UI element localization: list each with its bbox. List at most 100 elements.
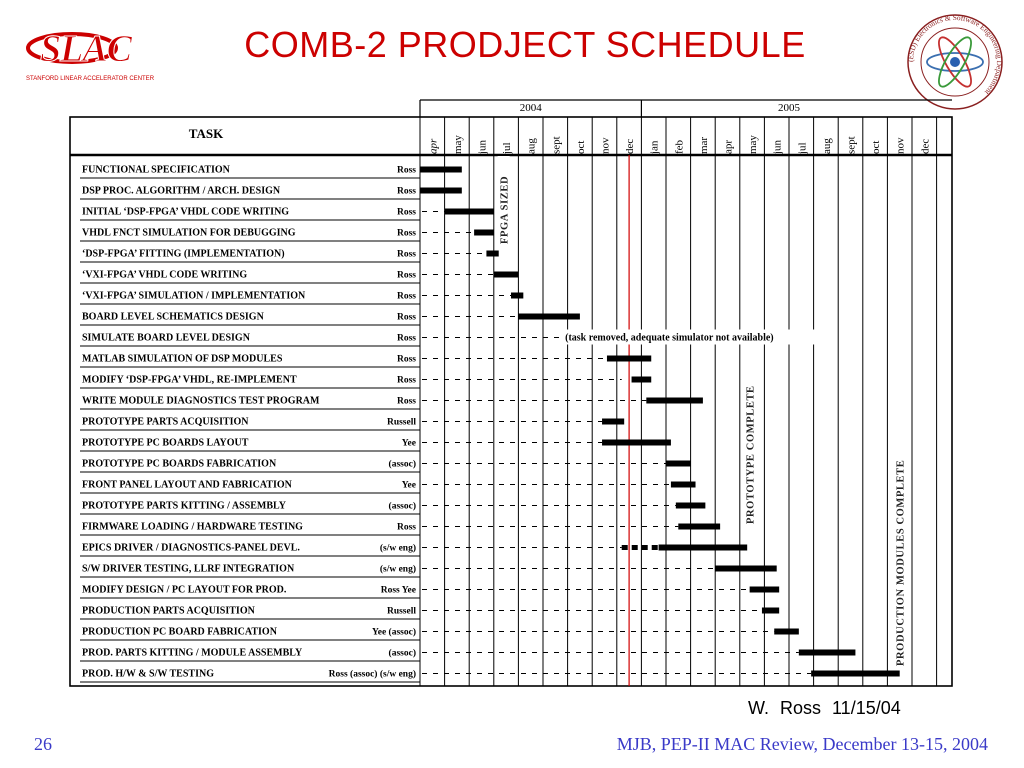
task-bar	[798, 649, 856, 656]
page-number: 26	[34, 734, 52, 754]
task-bar	[602, 418, 625, 425]
task-owner: Ross	[397, 523, 416, 533]
task-bar	[518, 313, 580, 320]
task-name: MODIFY ‘DSP-FPGA’ VHDL, RE-IMPLEMENT	[82, 375, 297, 386]
logo-subtitle: STANFORD LINEAR ACCELERATOR CENTER	[26, 76, 155, 82]
month-label: sept	[846, 136, 858, 154]
month-label: apr	[427, 138, 439, 154]
milestone-label: PRODUCTION MODULES COMPLETE	[896, 460, 907, 666]
month-label: apr	[723, 140, 735, 154]
task-name: BOARD LEVEL SCHEMATICS DESIGN	[82, 312, 265, 323]
task-owner: Ross (assoc) (s/w eng)	[329, 669, 416, 680]
task-bar	[670, 481, 696, 488]
task-bar	[774, 628, 799, 635]
month-label: sept	[550, 136, 562, 154]
task-name: VHDL FNCT SIMULATION FOR DEBUGGING	[82, 228, 296, 239]
task-owner: Ross	[397, 334, 416, 344]
month-label: oct	[870, 141, 882, 154]
task-name: PRODUCTION PC BOARD FABRICATION	[82, 627, 278, 638]
task-bar	[486, 250, 499, 257]
task-name: ‘VXI-FPGA’ VHDL CODE WRITING	[82, 270, 247, 281]
task-name: PRODUCTION PARTS ACQUISITION	[82, 606, 256, 617]
milestone-label: PROTOTYPE COMPLETE	[746, 385, 757, 524]
esd-seal-icon: (ESD) Electronics & Software Engineering…	[906, 13, 1004, 110]
footer-citation: MJB, PEP-II MAC Review, December 13-15, …	[616, 734, 988, 754]
month-label: mar	[698, 137, 710, 154]
task-name: DSP PROC. ALGORITHM / ARCH. DESIGN	[82, 186, 281, 197]
task-owner: Ross	[397, 250, 416, 260]
task-name: FUNCTIONAL SPECIFICATION	[82, 165, 231, 176]
task-bar	[811, 670, 900, 677]
task-name: PROTOTYPE PARTS ACQUISITION	[82, 417, 249, 428]
month-label: jan	[649, 140, 661, 155]
task-owner: Ross	[397, 166, 416, 176]
task-bar	[606, 355, 652, 362]
task-owner: Ross	[397, 208, 416, 218]
task-bar	[666, 460, 691, 467]
task-bar	[715, 565, 777, 572]
year-label: 2005	[778, 102, 801, 114]
task-owner: Russell	[387, 418, 416, 428]
task-owner: Ross	[397, 376, 416, 386]
task-annotation: (task removed, adequate simulator not av…	[565, 333, 774, 344]
task-owner: Ross	[397, 271, 416, 281]
month-label: dec	[624, 139, 636, 154]
slide-title: COMB-2 PRODJECT SCHEDULE	[244, 24, 806, 65]
task-owner: Yee	[402, 439, 416, 449]
task-owner: Ross	[397, 313, 416, 323]
task-bar	[493, 271, 519, 278]
month-label: jun	[772, 139, 784, 155]
task-bar	[631, 376, 652, 383]
task-name: WRITE MODULE DIAGNOSTICS TEST PROGRAM	[82, 396, 320, 407]
year-label: 2004	[520, 102, 543, 114]
task-owner: (assoc)	[389, 501, 416, 512]
task-bar	[474, 229, 494, 236]
month-label: may	[747, 135, 759, 154]
month-label: oct	[575, 141, 587, 154]
task-name: PROD. PARTS KITTING / MODULE ASSEMBLY	[82, 648, 303, 659]
task-name: PROTOTYPE PC BOARDS LAYOUT	[82, 438, 249, 449]
task-name: PROTOTYPE PC BOARDS FABRICATION	[82, 459, 277, 470]
task-owner: (assoc)	[389, 648, 416, 659]
task-name: PROD. H/W & S/W TESTING	[82, 669, 214, 680]
task-owner: Ross	[397, 187, 416, 197]
task-owner: Ross	[397, 292, 416, 302]
month-label: feb	[673, 139, 685, 154]
month-label: aug	[821, 138, 833, 154]
svg-text:(ESD) Electronics & Software E: (ESD) Electronics & Software Engineering…	[906, 13, 1004, 98]
task-bar	[602, 439, 671, 446]
task-owner: Ross	[397, 355, 416, 365]
task-name: EPICS DRIVER / DIAGNOSTICS-PANEL DEVL.	[82, 543, 300, 554]
milestone-backdrop	[893, 408, 906, 668]
task-column-header: TASK	[189, 126, 224, 141]
task-owner: (assoc)	[389, 459, 416, 470]
milestone-backdrop	[497, 156, 510, 246]
task-bar	[646, 397, 703, 404]
svg-text:SLAC: SLAC	[40, 28, 133, 70]
task-owner: Ross	[397, 229, 416, 239]
annotation-backdrop	[563, 329, 826, 345]
task-name: FIRMWARE LOADING / HARDWARE TESTING	[82, 522, 303, 533]
task-name: SIMULATE BOARD LEVEL DESIGN	[82, 333, 251, 344]
task-owner: Yee (assoc)	[372, 627, 416, 638]
task-bar	[749, 586, 780, 593]
task-name: MODIFY DESIGN / PC LAYOUT FOR PROD.	[82, 585, 287, 596]
milestone-backdrop	[743, 352, 756, 526]
author-date: W. Ross 11/15/04	[748, 698, 901, 718]
month-label: jul	[501, 142, 513, 155]
task-owner: Ross Yee	[381, 586, 416, 596]
month-label: nov	[895, 137, 907, 154]
task-bar	[761, 607, 780, 614]
task-bar	[511, 292, 524, 299]
task-bar	[658, 544, 748, 551]
task-bar	[678, 523, 721, 530]
task-name: FRONT PANEL LAYOUT AND FABRICATION	[82, 480, 293, 491]
milestone-label: FPGA SIZED	[500, 176, 511, 244]
task-owner: Ross	[397, 397, 416, 407]
month-label: jun	[477, 139, 489, 155]
month-label: dec	[919, 139, 931, 154]
month-label: nov	[600, 137, 612, 154]
month-label: aug	[526, 138, 538, 154]
task-owner: Russell	[387, 607, 416, 617]
table-frame	[69, 116, 953, 687]
